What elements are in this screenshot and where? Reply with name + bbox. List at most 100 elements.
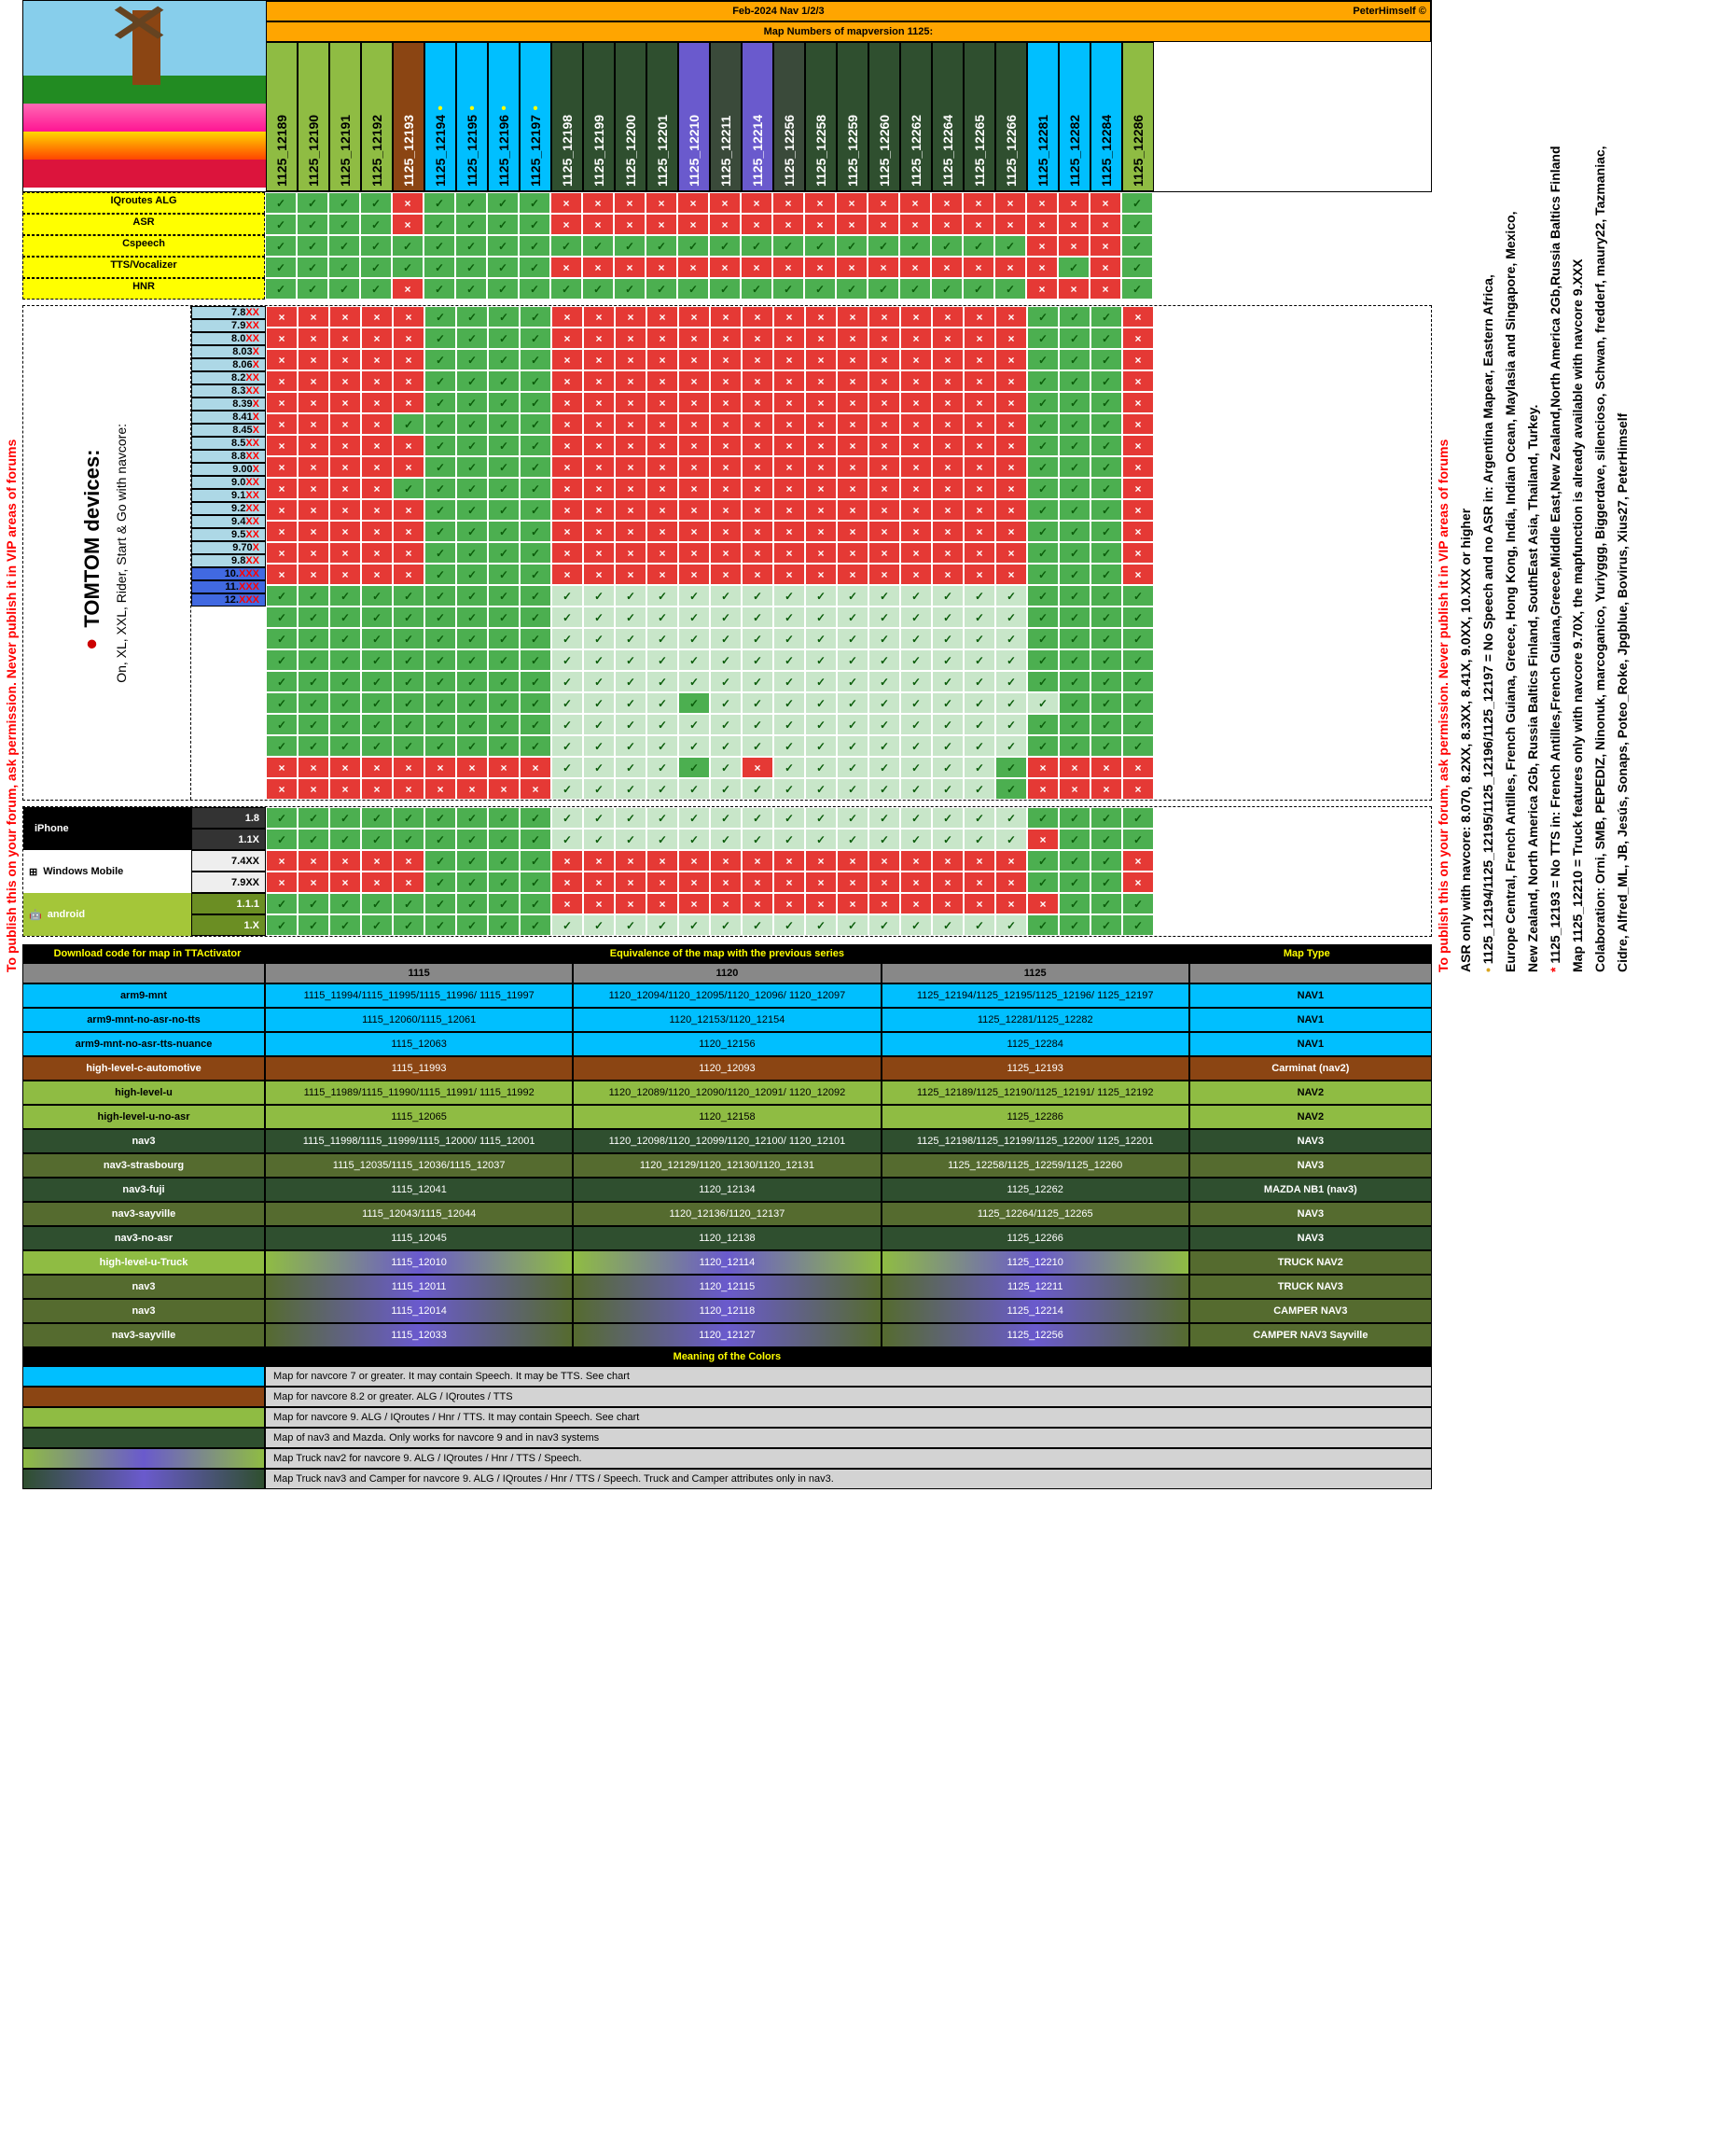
map-header: 1125_12258 xyxy=(805,42,837,191)
compat-cell xyxy=(772,192,804,214)
compat-cell xyxy=(615,807,646,829)
compat-cell xyxy=(360,214,392,235)
compat-cell xyxy=(805,671,837,692)
compat-cell xyxy=(615,306,646,328)
compat-cell xyxy=(520,607,551,628)
compat-cell xyxy=(677,192,709,214)
compat-cell xyxy=(424,607,456,628)
compat-cell xyxy=(550,235,582,257)
compat-cell xyxy=(615,328,646,349)
compat-cell xyxy=(1059,370,1090,392)
compat-cell xyxy=(551,914,583,936)
compat-cell xyxy=(1122,807,1154,829)
compat-cell xyxy=(298,521,329,542)
compat-cell xyxy=(1027,671,1059,692)
compat-cell xyxy=(710,714,742,735)
compat-cell xyxy=(328,192,360,214)
compat-cell xyxy=(742,456,773,478)
compat-cell xyxy=(1059,714,1090,735)
compat-cell xyxy=(1090,735,1122,757)
compat-cell xyxy=(1027,607,1059,628)
map-header: 1125_12195● xyxy=(456,42,488,191)
compat-cell xyxy=(297,214,328,235)
compat-cell xyxy=(1059,649,1090,671)
compat-cell xyxy=(329,306,361,328)
compat-cell xyxy=(710,914,742,936)
compat-cell xyxy=(995,829,1027,850)
compat-cell xyxy=(646,893,678,914)
compat-cell xyxy=(995,542,1027,564)
compat-cell xyxy=(456,607,488,628)
compat-cell xyxy=(456,392,488,413)
windmill-image xyxy=(23,1,266,188)
compat-cell xyxy=(837,306,868,328)
map-header: 1125_12211 xyxy=(710,42,742,191)
compat-cell xyxy=(583,649,615,671)
compat-cell xyxy=(964,328,995,349)
compat-cell xyxy=(742,692,773,714)
compat-cell xyxy=(964,370,995,392)
compat-cell xyxy=(710,478,742,499)
navcore-version: 9.1XX xyxy=(191,489,266,502)
equiv-title: Download code for map in TTActivator Equ… xyxy=(22,944,1432,963)
compat-cell xyxy=(742,807,773,829)
compat-cell xyxy=(900,564,932,585)
compat-cell xyxy=(964,392,995,413)
compat-cell xyxy=(328,214,360,235)
compat-cell xyxy=(646,349,678,370)
compat-cell xyxy=(900,456,932,478)
navcore-version: 7.8XX xyxy=(191,306,266,319)
compat-cell xyxy=(424,628,456,649)
compat-cell xyxy=(868,214,899,235)
compat-cell xyxy=(583,585,615,607)
side-note: Colaboration: Orni, SMB, PEPEDIZ, Ninonu… xyxy=(1589,0,1611,980)
compat-cell xyxy=(551,456,583,478)
compat-cell xyxy=(361,328,393,349)
compat-cell xyxy=(805,778,837,800)
compat-cell xyxy=(1027,521,1059,542)
map-header: 1125_12210 xyxy=(678,42,710,191)
compat-cell xyxy=(837,607,868,628)
compat-cell xyxy=(298,607,329,628)
title-bar: Feb-2024 Nav 1/2/3 PeterHimself © xyxy=(266,1,1431,21)
compat-cell xyxy=(266,607,298,628)
compat-cell xyxy=(583,807,615,829)
compat-cell xyxy=(1059,328,1090,349)
compat-cell xyxy=(868,914,900,936)
compat-cell xyxy=(266,807,298,829)
compat-cell xyxy=(932,478,964,499)
compat-cell xyxy=(964,649,995,671)
compat-cell xyxy=(678,829,710,850)
navcore-version: 9.70X xyxy=(191,541,266,554)
compat-cell xyxy=(360,235,392,257)
compat-cell xyxy=(773,778,805,800)
compat-cell xyxy=(995,456,1027,478)
compat-cell xyxy=(614,214,646,235)
compat-cell xyxy=(1122,671,1154,692)
compat-cell xyxy=(615,671,646,692)
compat-cell xyxy=(266,585,298,607)
compat-cell xyxy=(773,585,805,607)
compat-cell xyxy=(551,671,583,692)
compat-cell xyxy=(804,278,836,300)
compat-cell xyxy=(964,757,995,778)
compat-cell xyxy=(298,735,329,757)
equiv-row: arm9-mnt-no-asr-tts-nuance1115_120631120… xyxy=(22,1032,1432,1056)
compat-cell xyxy=(932,692,964,714)
compat-cell xyxy=(1090,521,1122,542)
compat-cell xyxy=(1121,235,1153,257)
compat-cell xyxy=(995,872,1027,893)
compat-cell xyxy=(520,435,551,456)
side-note: Europe Central, French Antilles, French … xyxy=(1499,0,1521,980)
map-header: 1125_12262 xyxy=(900,42,932,191)
compat-cell xyxy=(266,456,298,478)
compat-cell xyxy=(488,829,520,850)
compat-cell xyxy=(583,542,615,564)
compat-cell xyxy=(646,564,678,585)
compat-cell xyxy=(615,872,646,893)
compat-cell xyxy=(900,370,932,392)
equiv-row: arm9-mnt-no-asr-no-tts1115_12060/1115_12… xyxy=(22,1008,1432,1032)
compat-cell xyxy=(964,778,995,800)
compat-cell xyxy=(995,521,1027,542)
compat-cell xyxy=(298,692,329,714)
